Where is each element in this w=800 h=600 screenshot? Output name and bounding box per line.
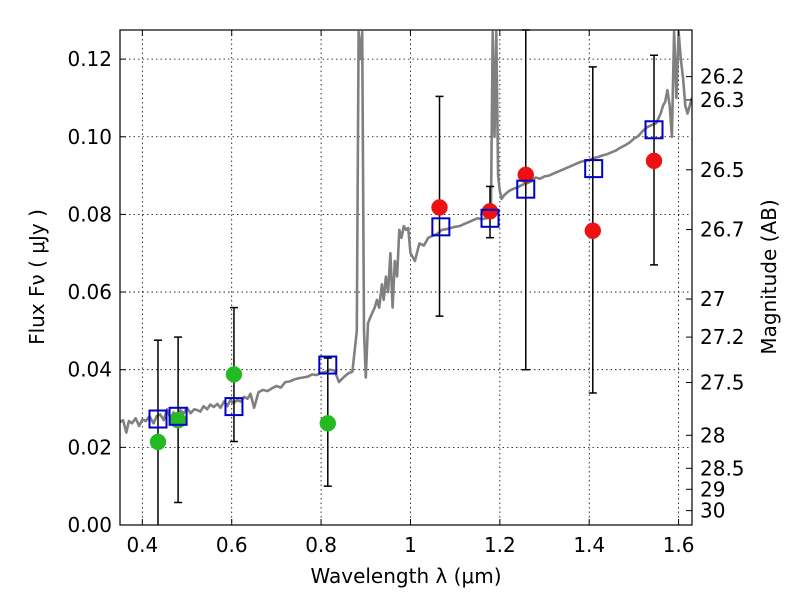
x-tick-label: 0.4 — [126, 533, 158, 557]
model-spectrum-line — [120, 30, 692, 434]
x-tick-label: 1 — [404, 533, 417, 557]
mag-tick-label: 27.5 — [700, 371, 745, 395]
mag-tick-label: 26.5 — [700, 158, 745, 182]
green-circle-point — [319, 415, 337, 432]
y-tick-label: 0.02 — [67, 435, 112, 459]
model-band-square — [644, 120, 664, 140]
y-tick-label: 0.08 — [67, 202, 112, 226]
x-tick-label: 1.2 — [484, 533, 516, 557]
mag-tick-label: 30 — [700, 499, 725, 523]
x-tick-label: 1.4 — [573, 533, 605, 557]
ticks: 0.4 0.6 0.8 1 1.2 1.4 1.6 0.00 0.02 0.04 0.06 0.08 0… — [67, 30, 745, 557]
model-band-square — [224, 397, 244, 417]
y-tick-label: 0.10 — [67, 125, 112, 149]
plot-background — [120, 30, 692, 525]
data-layer — [120, 30, 692, 434]
red-circle-point — [645, 152, 663, 170]
model-band-square — [516, 179, 536, 199]
model-band-square — [431, 217, 451, 237]
red-circle-point — [517, 166, 535, 184]
mag-tick-label: 26.3 — [700, 88, 745, 112]
y-tick-label: 0.06 — [67, 280, 112, 304]
mag-tick-label: 28.5 — [700, 456, 745, 480]
y-tick-label: 0.12 — [67, 47, 112, 71]
mag-tick-label: 28 — [700, 423, 725, 447]
x-axis-title: Wavelength λ (μm) — [310, 564, 501, 588]
red-circle-point — [481, 203, 499, 220]
x-tick-label: 0.8 — [305, 533, 337, 557]
y-axis-title: Flux Fν ( μJy ) — [25, 209, 49, 345]
mag-tick-label: 27 — [700, 287, 725, 311]
red-circle-point — [431, 199, 448, 216]
y-tick-label: 0.00 — [67, 513, 112, 537]
plot-frame — [119, 29, 693, 526]
model-band-square — [584, 159, 604, 179]
grid — [120, 30, 692, 526]
x-tick-label: 1.6 — [663, 533, 695, 557]
mag-tick-label: 29 — [700, 477, 725, 501]
mag-tick-label: 27.2 — [700, 325, 745, 349]
model-band-square — [480, 208, 500, 228]
green-circle-point — [225, 366, 243, 383]
y2-axis-title: Magnitude (AB) — [757, 199, 781, 354]
green-circle-point — [149, 433, 167, 451]
x-tick-label: 0.6 — [216, 533, 248, 557]
red-circle-point — [584, 222, 602, 239]
marker-layer — [148, 120, 664, 451]
model-band-square — [318, 355, 338, 375]
model-band-square — [148, 409, 168, 429]
mag-tick-label: 26.7 — [700, 218, 745, 242]
mag-tick-label: 26.2 — [700, 65, 745, 89]
model-band-square — [168, 406, 188, 426]
y-tick-label: 0.04 — [67, 358, 112, 382]
